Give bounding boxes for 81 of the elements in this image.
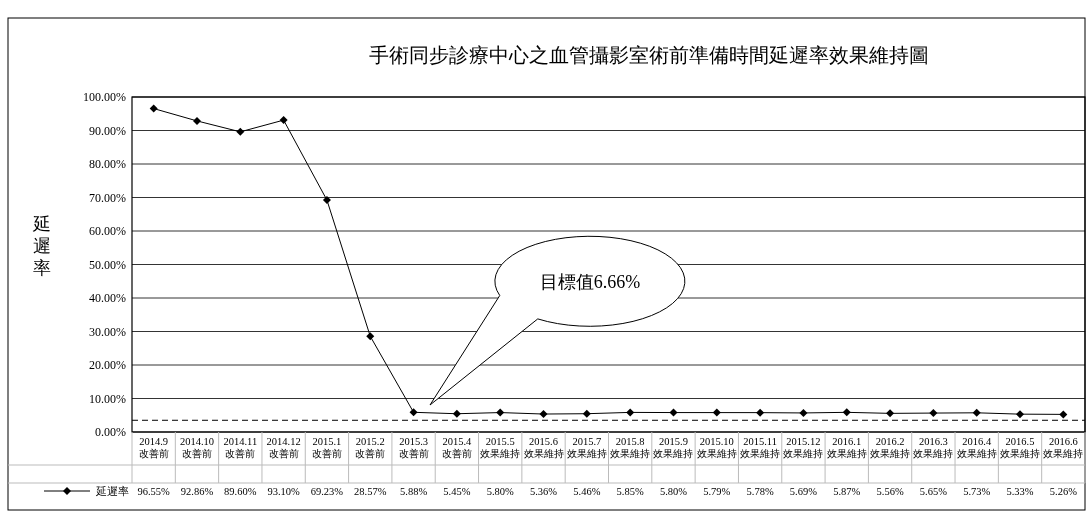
data-label: 28.57% <box>354 486 387 497</box>
point <box>366 332 375 341</box>
x-tick-label: 2014.11 改善前 <box>223 436 258 459</box>
point <box>322 196 331 205</box>
x-tick-label: 2015.8 效果維持 <box>610 436 651 459</box>
point <box>669 408 678 417</box>
data-label: 5.79% <box>703 486 731 497</box>
chart-title: 手術同步診療中心之血管攝影室術前準備時間延遲率效果維持圖 <box>368 44 929 66</box>
data-label: 5.78% <box>746 486 774 497</box>
data-label: 5.33% <box>1006 486 1034 497</box>
x-tick-label: 2016.2 效果維持 <box>870 436 911 459</box>
x-tick-label: 2015.10 效果維持 <box>696 436 737 459</box>
y-tick-label: 10.00% <box>89 391 126 406</box>
point <box>712 408 721 417</box>
point <box>496 408 505 417</box>
y-tick-label: 40.00% <box>89 291 126 305</box>
y-tick-label: 30.00% <box>89 324 126 339</box>
data-label: 5.69% <box>789 486 818 497</box>
y-tick-label: 80.00% <box>89 157 126 171</box>
data-label: 93.10% <box>267 486 301 497</box>
point <box>626 408 635 417</box>
data-label: 5.73% <box>963 486 991 497</box>
y-tick-label: 0.00% <box>95 425 126 439</box>
data-label: 96.55% <box>137 486 171 497</box>
point <box>149 104 158 113</box>
x-tick-label: 2016.5 效果維持 <box>1000 436 1041 459</box>
x-tick-label: 2015.3 改善前 <box>398 436 429 459</box>
y-tick-label: 70.00% <box>89 190 126 205</box>
data-label: 5.65% <box>919 486 948 497</box>
data-label: 5.36% <box>529 486 558 497</box>
point <box>409 408 418 417</box>
y-tick-label: 90.00% <box>89 123 126 138</box>
point <box>582 409 591 418</box>
x-tick-label: 2015.7 效果維持 <box>566 436 607 459</box>
x-tick-label: 2015.1 改善前 <box>311 436 342 459</box>
data-label: 92.86% <box>180 486 214 497</box>
y-tick-label: 20.00% <box>89 358 126 372</box>
x-tick-label: 2016.1 效果維持 <box>826 436 867 459</box>
x-tick-label: 2015.4 改善前 <box>441 436 473 459</box>
point <box>192 116 201 125</box>
point <box>756 408 765 417</box>
y-axis-title: 延遲率 <box>32 214 51 278</box>
data-label: 5.46% <box>573 486 601 497</box>
x-tick-label: 2014.9 改善前 <box>138 436 169 459</box>
data-label: 5.80% <box>659 486 688 497</box>
x-tick-label: 2016.6 效果維持 <box>1043 436 1084 459</box>
annotation: 目標值6.66% <box>539 272 641 292</box>
y-tick-label: 60.00% <box>89 224 126 238</box>
x-tick-label: 2016.4 效果維持 <box>956 436 997 459</box>
point <box>279 116 288 125</box>
point <box>799 408 808 417</box>
x-tick-label: 2014.12 改善前 <box>266 436 301 459</box>
point <box>539 410 548 419</box>
legend-label: 延遲率 <box>95 485 129 497</box>
point <box>1016 410 1025 419</box>
x-tick-label: 2015.12 效果維持 <box>783 436 824 459</box>
x-tick-label: 2016.3 效果維持 <box>913 436 954 459</box>
y-tick-label: 50.00% <box>89 257 126 272</box>
data-label: 5.88% <box>400 486 428 497</box>
point <box>929 409 938 418</box>
x-tick-label: 2015.6 效果維持 <box>523 436 564 459</box>
point <box>886 409 895 418</box>
x-tick-label: 2015.5 效果維持 <box>480 436 521 459</box>
point <box>1059 410 1068 419</box>
data-label: 5.87% <box>833 486 861 497</box>
y-tick-label: 100.00% <box>83 90 126 104</box>
x-tick-label: 2015.2 改善前 <box>355 436 386 459</box>
point <box>452 409 461 418</box>
data-label: 5.85% <box>616 486 644 497</box>
data-label: 5.80% <box>486 486 515 497</box>
data-label: 89.60% <box>224 486 257 497</box>
x-tick-label: 2015.9 效果維持 <box>653 436 694 459</box>
x-tick-label: 2014.10 改善前 <box>179 436 215 459</box>
point <box>842 408 851 417</box>
data-label: 5.45% <box>443 486 471 497</box>
data-label: 5.56% <box>876 486 904 497</box>
x-tick-label: 2015.11 效果維持 <box>740 436 781 459</box>
data-label: 5.26% <box>1049 486 1078 497</box>
point <box>972 408 981 417</box>
point <box>236 127 245 136</box>
data-label: 69.23% <box>310 486 344 497</box>
